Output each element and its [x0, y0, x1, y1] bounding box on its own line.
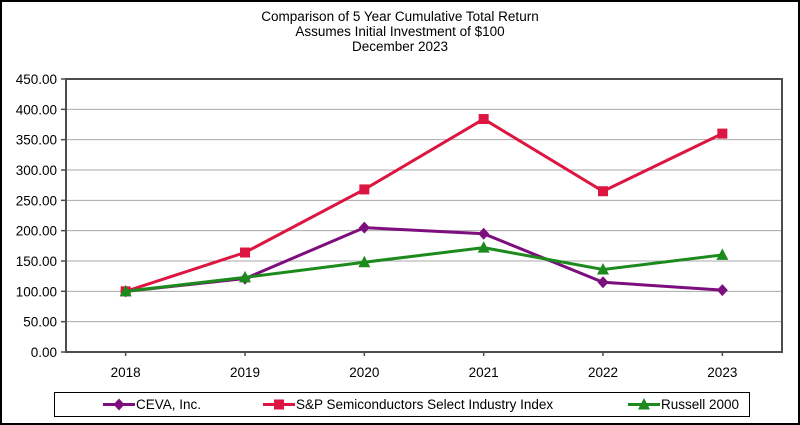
x-axis-label: 2020 [349, 365, 379, 380]
chart-title-line-1: Comparison of 5 Year Cumulative Total Re… [261, 9, 539, 24]
data-point-marker [478, 114, 489, 125]
line-chart-plot: 0.00 50.00 100.00 150.00 200.00 250.00 300.00 3… [16, 72, 783, 380]
legend-label-russell-2000: Russell 2000 [661, 397, 740, 412]
data-point-marker [359, 184, 370, 195]
series-0 [120, 221, 728, 298]
data-point-marker [119, 284, 132, 297]
y-axis-label: 350.00 [16, 133, 57, 148]
russell-2000-line-marker-icon [628, 398, 660, 410]
x-axis-label: 2019 [230, 365, 260, 380]
data-point-marker [716, 248, 729, 260]
x-axis-label: 2018 [111, 365, 141, 380]
data-point-marker [358, 221, 370, 234]
chart-title: Comparison of 5 Year Cumulative Total Re… [2, 9, 798, 54]
data-point-marker [597, 276, 609, 289]
x-axis-label: 2023 [707, 365, 737, 380]
data-point-marker [240, 247, 250, 258]
x-axis-label: 2022 [588, 365, 618, 380]
data-point-marker [478, 227, 490, 240]
y-axis-label: 0.00 [31, 345, 57, 360]
series-line [125, 117, 723, 293]
plot-border [65, 78, 783, 353]
y-axis-label: 300.00 [16, 163, 57, 178]
series-1 [120, 114, 728, 297]
data-point-marker [477, 241, 490, 253]
data-point-marker [716, 284, 728, 297]
legend-label-sp-semiconductors: S&P Semiconductors Select Industry Index [296, 397, 554, 412]
y-axis-label: 450.00 [16, 72, 57, 87]
series-2 [119, 241, 729, 297]
sp-semiconductors-line-marker-icon [263, 399, 295, 410]
data-point-marker [598, 186, 608, 197]
data-point-marker [597, 262, 609, 275]
data-point-marker [358, 255, 371, 268]
chart-title-line-2: Assumes Initial Investment of $100 [295, 24, 505, 39]
legend-item-sp-semiconductors: S&P Semiconductors Select Industry Index [262, 393, 553, 416]
legend-marker-shape [638, 398, 650, 410]
legend-marker-shape [274, 399, 284, 410]
data-point-marker [717, 128, 728, 139]
y-axis-label: 200.00 [16, 224, 57, 239]
legend-item-russell-2000: Russell 2000 [627, 393, 739, 416]
data-point-marker [239, 270, 251, 283]
y-axis-label: 100.00 [16, 284, 57, 299]
series-line [125, 246, 723, 293]
legend-marker-shape [113, 398, 125, 411]
legend-box: CEVA, Inc. S&P Semiconductors Select Ind… [54, 392, 750, 417]
ceva-line-marker-icon [103, 398, 135, 411]
chart-title-line-3: December 2023 [351, 39, 449, 54]
legend-item-ceva: CEVA, Inc. [102, 393, 201, 416]
y-axis-label: 400.00 [16, 102, 57, 117]
x-axis-label: 2021 [469, 365, 499, 380]
y-axis-label: 150.00 [16, 254, 57, 269]
legend-label-ceva: CEVA, Inc. [136, 397, 202, 412]
y-axis-label: 50.00 [23, 315, 57, 330]
y-axis-label: 250.00 [16, 193, 57, 208]
